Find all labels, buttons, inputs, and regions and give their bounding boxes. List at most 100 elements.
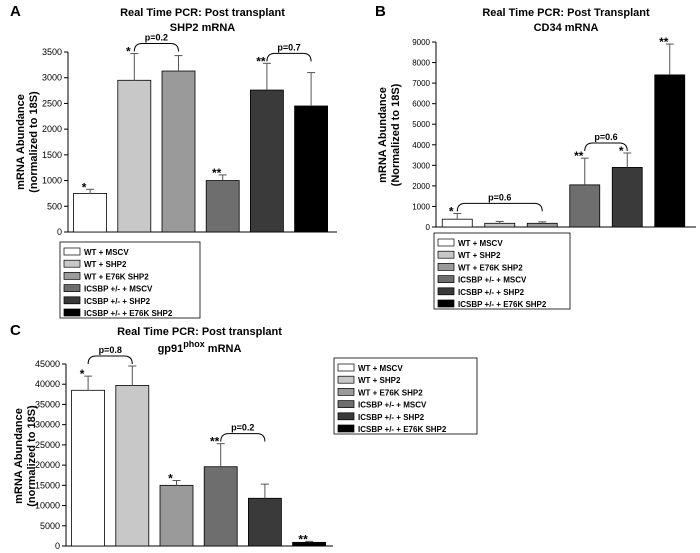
comparison-bracket (87, 355, 133, 365)
legend-swatch (63, 296, 81, 305)
significance-mark: ** (256, 54, 266, 68)
legend-box (333, 357, 478, 435)
chart-title: Real Time PCR: Post Transplant (482, 7, 650, 19)
comparison-bracket (266, 52, 312, 62)
significance-mark: * (80, 367, 85, 381)
legend: WT + MSCV WT + SHP2 WT + E76K SHP2 ICSBP +/… (433, 232, 571, 310)
legend-swatch (337, 424, 355, 433)
bar (484, 222, 516, 228)
y-tick-label: 2000 (42, 124, 62, 134)
y-tick-label: 1000 (42, 176, 62, 186)
comparison-bracket (133, 43, 179, 52)
legend-label: WT + MSCV (458, 239, 503, 248)
legend-label: ICSBP +/- + MSCV (358, 401, 427, 410)
legend-swatch (437, 250, 455, 259)
legend-swatch (63, 308, 81, 317)
legend-label: ICSBP +/- + SHP2 (358, 413, 425, 422)
bar (526, 222, 558, 228)
legend-box (433, 232, 571, 310)
chart-panel-c: C Real Time PCR: Post transplantgp91phox … (10, 322, 478, 551)
y-tick-label: 0 (55, 541, 60, 551)
bar (205, 180, 240, 233)
y-tick-label: 6000 (412, 100, 430, 109)
legend-label: WT + MSCV (358, 364, 403, 373)
y-axis-label: mRNA Abundance (13, 408, 25, 504)
comparison-bracket (456, 202, 543, 212)
legend-label: WT + SHP2 (84, 260, 127, 269)
bar (654, 74, 686, 228)
y-tick-label: 30000 (35, 420, 60, 430)
legend-label: ICSBP +/- + MSCV (84, 285, 153, 294)
legend-swatch (437, 299, 455, 308)
y-tick-label: 20000 (35, 460, 60, 470)
p-value-label: p=0.7 (277, 42, 300, 52)
y-tick-label: 3000 (42, 73, 62, 83)
y-tick-label: 45000 (35, 359, 60, 369)
legend-label: WT + MSCV (84, 248, 129, 257)
y-tick-label: 7000 (412, 79, 430, 88)
significance-mark: * (619, 144, 624, 158)
y-tick-label: 15000 (35, 480, 60, 490)
y-tick-label: 2000 (412, 182, 430, 191)
legend-label: ICSBP +/- + E76K SHP2 (84, 309, 173, 318)
y-tick-label: 1000 (412, 202, 430, 211)
legend-swatch (63, 284, 81, 292)
legend-swatch (337, 375, 355, 384)
legend-swatch (437, 275, 455, 283)
significance-mark: * (126, 45, 131, 59)
legend-swatch (63, 247, 81, 256)
chart-subtitle: SHP2 mRNA (170, 22, 235, 34)
legend-swatch (337, 363, 355, 372)
subtitle-tail: mRNA (205, 343, 242, 355)
p-value-label: p=0.6 (594, 132, 617, 142)
legend-swatch (337, 388, 355, 396)
y-tick-label: 3000 (412, 161, 430, 170)
y-axis-label: mRNA Abundance (377, 87, 389, 183)
chart-panel-a: A Real Time PCR: Post transplant SHP2 mRNA… (10, 3, 337, 319)
comparison-bracket (584, 142, 628, 152)
bar (249, 89, 284, 233)
subtitle-main: gp91 (158, 343, 184, 355)
legend-label: ICSBP +/- + E76K SHP2 (458, 300, 547, 309)
legend: WT + MSCV WT + SHP2 WT + E76K SHP2 ICSBP +/… (333, 357, 478, 435)
legend-swatch (337, 400, 355, 408)
y-tick-label: 35000 (35, 399, 60, 409)
chart-subtitle: CD34 mRNA (534, 22, 599, 34)
y-tick-label: 0 (426, 223, 431, 232)
chart-title: Real Time PCR: Post transplant (117, 326, 282, 338)
y-tick-label: 1500 (42, 150, 62, 160)
subtitle-superscript: phox (183, 339, 205, 349)
legend-swatch (437, 287, 455, 296)
significance-mark: * (449, 204, 454, 218)
legend-label: WT + SHP2 (458, 251, 501, 260)
y-tick-label: 10000 (35, 501, 60, 511)
legend-swatch (63, 272, 81, 280)
comparison-bracket (220, 433, 266, 442)
bar (117, 79, 152, 233)
y-tick-label: 4000 (412, 141, 430, 150)
bar (159, 484, 194, 547)
significance-mark: ** (574, 149, 584, 163)
panel-letter: B (375, 3, 386, 20)
y-tick-label: 9000 (412, 38, 430, 47)
y-tick-label: 0 (57, 227, 62, 237)
chart-subtitle: gp91phox mRNA (158, 339, 242, 355)
legend-label: WT + E76K SHP2 (358, 388, 423, 397)
chart-title: Real Time PCR: Post transplant (120, 7, 285, 19)
p-value-label: p=0.8 (99, 345, 122, 355)
y-axis-label: (Normalized to 18S) (390, 83, 402, 186)
bar (115, 385, 150, 547)
legend-label: WT + E76K SHP2 (84, 272, 149, 281)
p-value-label: p=0.2 (231, 423, 254, 433)
panel-letter: C (10, 322, 21, 339)
bar (161, 70, 196, 233)
y-tick-label: 40000 (35, 379, 60, 389)
legend-label: WT + SHP2 (358, 376, 401, 385)
y-tick-label: 5000 (40, 521, 60, 531)
y-tick-label: 25000 (35, 440, 60, 450)
p-value-label: p=0.6 (488, 192, 511, 202)
bar (203, 466, 238, 547)
legend-swatch (337, 412, 355, 421)
y-tick-label: 500 (47, 201, 62, 211)
